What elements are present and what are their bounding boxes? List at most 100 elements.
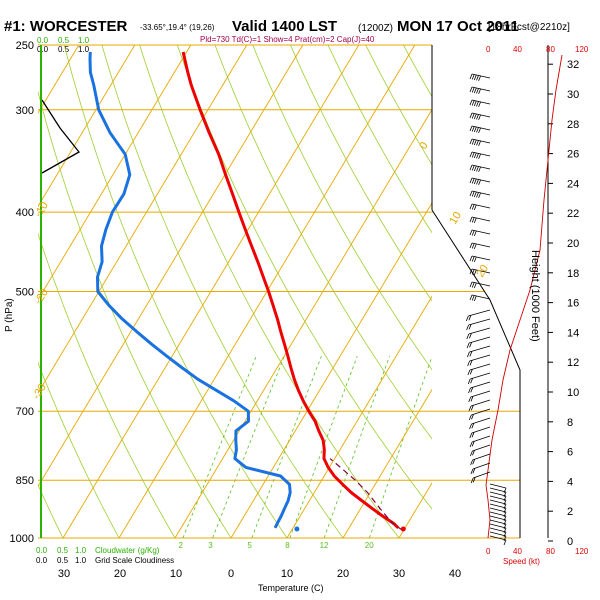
wind-barb-flag — [471, 178, 475, 184]
wind-barb-flag — [471, 87, 475, 93]
wind-barb-flag — [476, 101, 479, 107]
height-tick-label: 18 — [567, 268, 579, 280]
wind-barb-flag — [466, 333, 470, 340]
wind-barb — [469, 242, 491, 250]
wind-barb-flag — [469, 369, 473, 375]
cloudwater-tick: 1.0 — [75, 546, 87, 555]
wind-barb-shaft — [472, 453, 491, 461]
isotherm — [38, 45, 136, 208]
wind-barb-flag — [468, 414, 472, 421]
wind-barb — [467, 345, 491, 358]
wind-barb-shaft — [489, 523, 507, 529]
wind-barb-flag — [465, 315, 469, 322]
wind-barb-shaft — [489, 531, 507, 537]
isotherm-label: 20 — [474, 263, 491, 280]
wind-barb-flag — [471, 432, 475, 438]
wind-barb-flag — [469, 294, 473, 301]
wind-barb-flag — [471, 295, 475, 301]
wind-barb-flag — [503, 535, 507, 542]
wind-barb — [489, 511, 507, 522]
temperature-tick-label: 20 — [114, 568, 126, 580]
wind-barb-shaft — [489, 519, 507, 525]
wind-barb-flag — [473, 139, 477, 146]
wind-barb-flag — [469, 268, 473, 275]
stability-indices: Pld=730 Td(C)=1 Show=4 Prat(cm)=2 Cap(J)… — [200, 35, 375, 44]
wind-barb-flag — [468, 324, 472, 330]
wind-barb — [489, 527, 507, 538]
wind-barb-flag — [473, 113, 477, 120]
wind-barb-flag — [471, 113, 475, 119]
wind-barb-flag — [503, 491, 507, 498]
wind-barb-flag — [470, 459, 473, 466]
height-tick-label: 12 — [567, 357, 579, 369]
wind-barb-shaft — [471, 426, 491, 434]
wind-barb — [466, 336, 491, 349]
wind-barb-flag — [469, 190, 473, 197]
wind-barb-flag — [469, 333, 472, 339]
speed-tick: 40 — [513, 547, 522, 556]
wind-barb-flag — [470, 468, 474, 475]
wind-barb — [469, 417, 491, 430]
wind-barb-flag — [466, 324, 469, 331]
wind-barb-flag — [476, 192, 479, 198]
bottom-cloudwater-scale: 0.0 0.5 1.0 Cloudwater (g/Kg) — [36, 546, 160, 555]
wind-barb-flag — [469, 441, 473, 448]
wind-barb — [469, 125, 491, 134]
wind-barb-shaft — [471, 229, 491, 235]
wind-barb-shaft — [470, 372, 491, 380]
wind-barb-flag — [471, 414, 474, 420]
wind-barb-flag — [469, 432, 473, 439]
wind-barb-flag — [503, 515, 507, 522]
station-title: #1: WORCESTER — [4, 18, 128, 35]
wind-barb-flag — [467, 360, 470, 367]
wind-barb — [489, 503, 507, 514]
utc-time: (1200Z) — [358, 23, 393, 34]
wind-barb-flag — [469, 351, 473, 357]
mixing-ratio-label: 20 — [365, 541, 374, 550]
forecast-info: [18hrFcst@2210z] — [488, 22, 570, 33]
dry-adiabat — [101, 45, 344, 538]
height-tick-label: 14 — [567, 327, 579, 339]
height-tick-label: 6 — [567, 447, 573, 459]
wind-barb-flag — [471, 217, 475, 223]
wind-barb-shaft — [471, 435, 491, 443]
temperature-tick-label: 0 — [228, 568, 234, 580]
mixing-ratio-label: 12 — [320, 541, 329, 550]
speed-tick: 0 — [486, 45, 491, 54]
wind-barb-shaft — [471, 151, 491, 157]
wind-barb-shaft — [471, 408, 491, 416]
wind-barb-flag — [471, 165, 475, 171]
pressure-tick-label: 500 — [16, 287, 34, 299]
wind-barb-shaft — [470, 399, 491, 407]
pressure-tick-label: 400 — [16, 207, 34, 219]
pressure-tick-label: 850 — [16, 475, 34, 487]
wind-barb — [467, 372, 491, 385]
wind-barb-flag — [473, 243, 477, 250]
wind-barb-shaft — [489, 491, 507, 497]
temperature-tick-label: 10 — [170, 568, 182, 580]
wind-barb-flag — [503, 487, 507, 494]
wind-barb-shaft — [489, 507, 507, 513]
pressure-tick-label: 700 — [16, 406, 34, 418]
wind-barb-flag — [478, 114, 481, 121]
wind-barb-shaft — [471, 73, 491, 79]
pressure-tick-label: 300 — [16, 105, 34, 117]
cloudiness-tick: 0.5 — [57, 556, 69, 565]
dry-adiabat — [139, 45, 400, 538]
wind-barb-flag — [469, 423, 472, 430]
wind-barb-flag — [503, 499, 507, 506]
wind-barb-flag — [473, 269, 477, 276]
mixing-ratio-line — [323, 356, 390, 538]
wind-barb-flag — [478, 166, 481, 173]
wind-barb-shaft — [468, 309, 491, 317]
cloudwater-tick: 0.0 — [36, 546, 48, 555]
height-tick-label: 2 — [567, 506, 573, 518]
height-tick-label: 30 — [567, 89, 579, 101]
wind-barb-flag — [469, 125, 473, 132]
surface-dewpoint-marker — [294, 526, 300, 532]
wind-barb-shaft — [471, 125, 491, 131]
wind-barb-flag — [471, 230, 475, 236]
temperature-tick-label: 30 — [58, 568, 70, 580]
wind-barb-flag — [472, 477, 476, 483]
